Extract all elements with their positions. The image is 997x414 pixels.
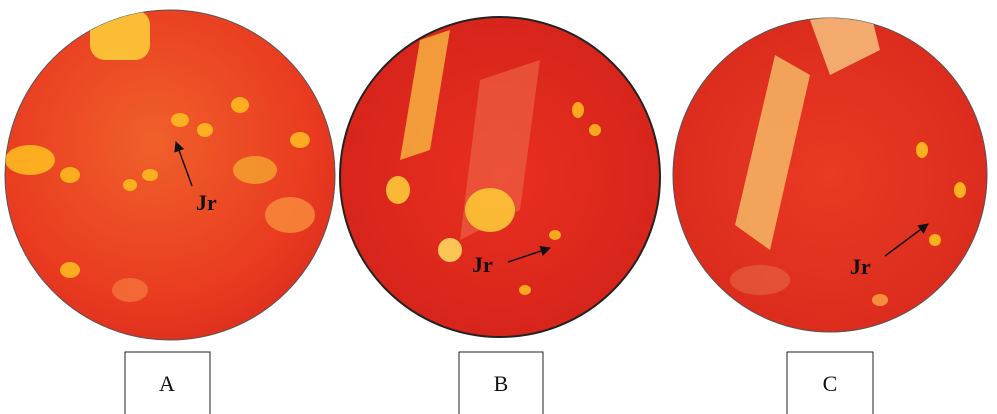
annotation: Jr — [196, 190, 217, 215]
label-box-a: A — [125, 352, 210, 414]
annotation: Jr — [472, 252, 493, 277]
label-box-b: B — [459, 352, 543, 414]
page: Jr Jr Jr — [0, 0, 997, 414]
label-box-c: C — [787, 352, 873, 414]
panel-label: C — [823, 371, 838, 396]
figure: Jr Jr Jr — [0, 0, 997, 414]
panel-label: A — [159, 371, 175, 396]
micrograph-c: Jr — [673, 10, 987, 332]
micrograph-a: Jr — [5, 10, 335, 340]
micrograph-b: Jr — [340, 17, 660, 337]
panel-label: B — [494, 371, 509, 396]
annotation: Jr — [850, 254, 871, 279]
